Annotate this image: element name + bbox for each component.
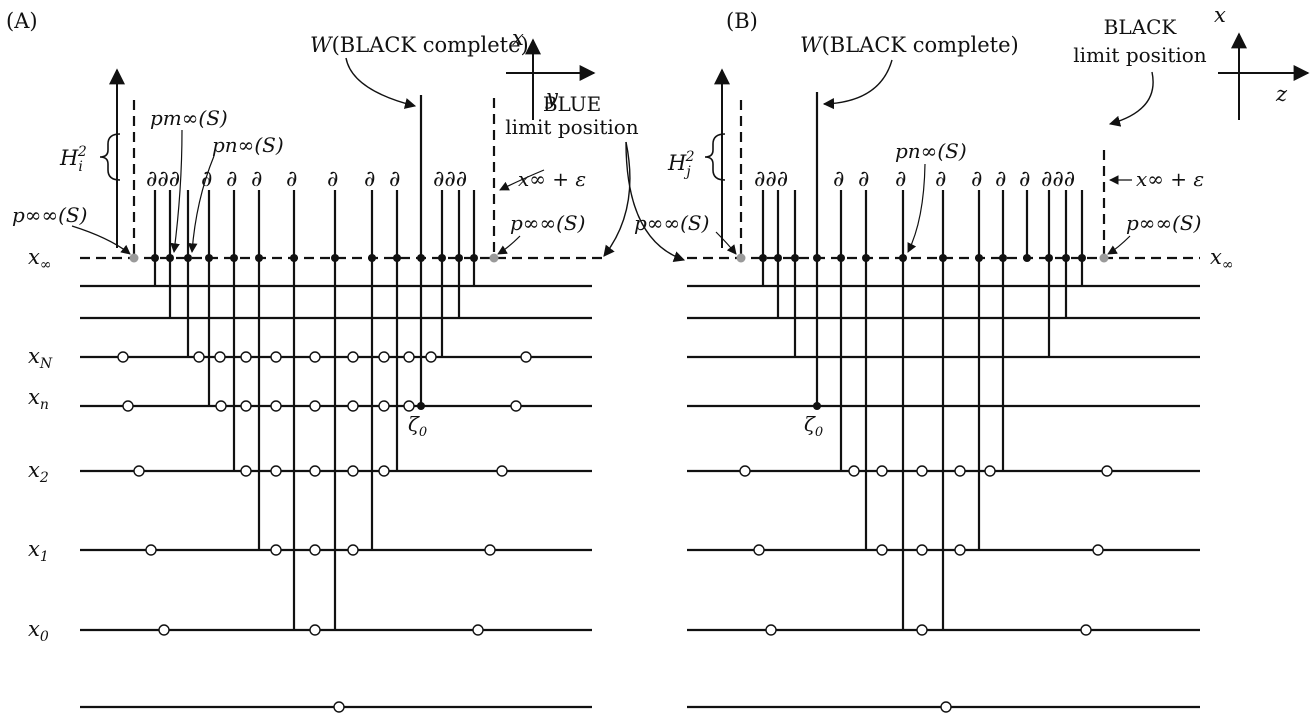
svg-text:∂: ∂ bbox=[833, 167, 844, 192]
p-inf-left-label: p∞∞(S) bbox=[634, 211, 709, 235]
level-labels: x∞ xN xn x2 x1 x0 bbox=[28, 245, 53, 645]
h-label: Hi2 bbox=[59, 144, 87, 175]
svg-text:xN: xN bbox=[28, 344, 53, 372]
svg-text:∂∂∂: ∂∂∂ bbox=[433, 167, 467, 192]
svg-text:∂: ∂ bbox=[226, 167, 237, 192]
zeta-label: ζ0 bbox=[408, 412, 427, 440]
svg-text:∂∂∂: ∂∂∂ bbox=[146, 167, 180, 192]
zeta-dot bbox=[417, 402, 425, 410]
p-n-label: pn∞(S) bbox=[895, 139, 967, 163]
zeta-dot bbox=[813, 402, 821, 410]
eps-label: x∞ + ε bbox=[518, 167, 586, 191]
p-n-label: pn∞(S) bbox=[212, 133, 284, 157]
p-inf-left-label: p∞∞(S) bbox=[12, 203, 87, 227]
svg-text:∂: ∂ bbox=[858, 167, 869, 192]
x-infinity-label-right: x∞ bbox=[1210, 245, 1234, 273]
partial-symbols: ∂∂∂ ∂ ∂ ∂ ∂ ∂ ∂ ∂ ∂∂∂ bbox=[146, 167, 467, 192]
svg-text:∂: ∂ bbox=[286, 167, 297, 192]
eps-label: x∞ + ε bbox=[1136, 167, 1204, 191]
svg-text:∂: ∂ bbox=[327, 167, 338, 192]
svg-text:∂: ∂ bbox=[895, 167, 906, 192]
blue-limit-top: BLUE bbox=[543, 92, 601, 116]
svg-text:x∞: x∞ bbox=[28, 245, 52, 273]
p-inf-right-label: p∞∞(S) bbox=[510, 211, 585, 235]
svg-text:∂: ∂ bbox=[389, 167, 400, 192]
panel-a-axis-horizontal: y bbox=[545, 85, 559, 109]
w-label: W(BLACK complete) bbox=[800, 33, 1019, 57]
black-limit-bottom: limit position bbox=[1073, 43, 1207, 67]
h-brace bbox=[704, 133, 726, 181]
panel-b: (B) x z x∞ bbox=[634, 3, 1310, 713]
gray-dot bbox=[129, 253, 139, 263]
svg-text:∂: ∂ bbox=[935, 167, 946, 192]
svg-text:∂: ∂ bbox=[201, 167, 212, 192]
p-inf-right-label: p∞∞(S) bbox=[1126, 211, 1201, 235]
svg-text:∂∂∂: ∂∂∂ bbox=[1041, 167, 1075, 192]
h-label: Hj2 bbox=[667, 149, 695, 180]
h-brace bbox=[99, 133, 121, 181]
svg-text:∂: ∂ bbox=[364, 167, 375, 192]
svg-text:∂: ∂ bbox=[251, 167, 262, 192]
gray-dot bbox=[489, 253, 499, 263]
panel-a: (A) x y x∞ xN xn x2 x1 bbox=[6, 9, 686, 713]
svg-text:∂: ∂ bbox=[995, 167, 1006, 192]
panel-a-label: (A) bbox=[6, 9, 38, 33]
blue-limit-bottom: limit position bbox=[505, 115, 639, 139]
w-label: W(BLACK complete) bbox=[310, 33, 529, 57]
p-m-label: pm∞(S) bbox=[150, 106, 228, 130]
svg-text:∂∂∂: ∂∂∂ bbox=[754, 167, 788, 192]
black-limit-top: BLACK bbox=[1104, 15, 1178, 39]
svg-text:x1: x1 bbox=[28, 537, 49, 565]
panel-b-label: (B) bbox=[726, 9, 758, 33]
panel-b-axis-vertical: x bbox=[1214, 3, 1226, 27]
svg-text:∂: ∂ bbox=[1019, 167, 1030, 192]
svg-text:xn: xn bbox=[28, 385, 49, 413]
gray-dot bbox=[736, 253, 746, 263]
panel-b-axis-horizontal: z bbox=[1275, 82, 1288, 106]
svg-text:∂: ∂ bbox=[971, 167, 982, 192]
svg-text:x0: x0 bbox=[28, 617, 49, 645]
zeta-label: ζ0 bbox=[804, 412, 823, 440]
panel-a-axes bbox=[506, 38, 596, 120]
panel-a-axis-vertical: x bbox=[512, 26, 524, 50]
gray-dot bbox=[1099, 253, 1109, 263]
panel-b-axes bbox=[1218, 32, 1310, 120]
partial-symbols: ∂∂∂ ∂ ∂ ∂ ∂ ∂ ∂ ∂ ∂∂∂ bbox=[754, 167, 1075, 192]
svg-text:x2: x2 bbox=[28, 458, 49, 486]
